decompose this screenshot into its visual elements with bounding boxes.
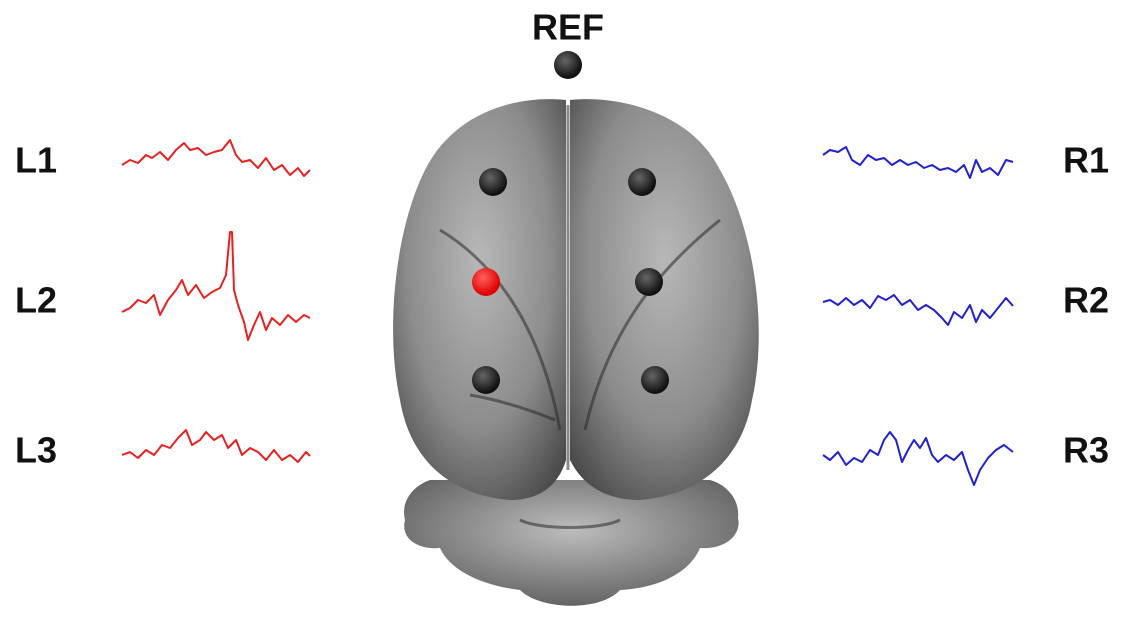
trace <box>823 295 1013 325</box>
electrode <box>628 168 656 196</box>
channel-label: R1 <box>1063 140 1109 181</box>
channel-label: L2 <box>15 280 57 321</box>
trace <box>823 432 1013 485</box>
electrode <box>472 366 500 394</box>
channel-label: R3 <box>1063 430 1109 471</box>
channel-label: L3 <box>15 430 57 471</box>
brain <box>393 99 759 606</box>
electrode-active <box>472 268 500 296</box>
trace <box>122 430 310 462</box>
trace <box>823 147 1013 178</box>
electrode <box>554 51 582 79</box>
channel-label: L1 <box>15 140 57 181</box>
left-hemisphere <box>393 99 566 500</box>
diagram: REF L1 L2 L3 R1 R2 R3 <box>0 0 1135 621</box>
cerebellum <box>404 480 739 606</box>
reference-label: REF <box>532 7 604 48</box>
electrode <box>641 366 669 394</box>
channel-label: R2 <box>1063 280 1109 321</box>
electrode <box>479 168 507 196</box>
right-hemisphere <box>570 99 759 500</box>
electrode <box>635 268 663 296</box>
trace <box>122 232 310 340</box>
trace <box>122 140 310 176</box>
